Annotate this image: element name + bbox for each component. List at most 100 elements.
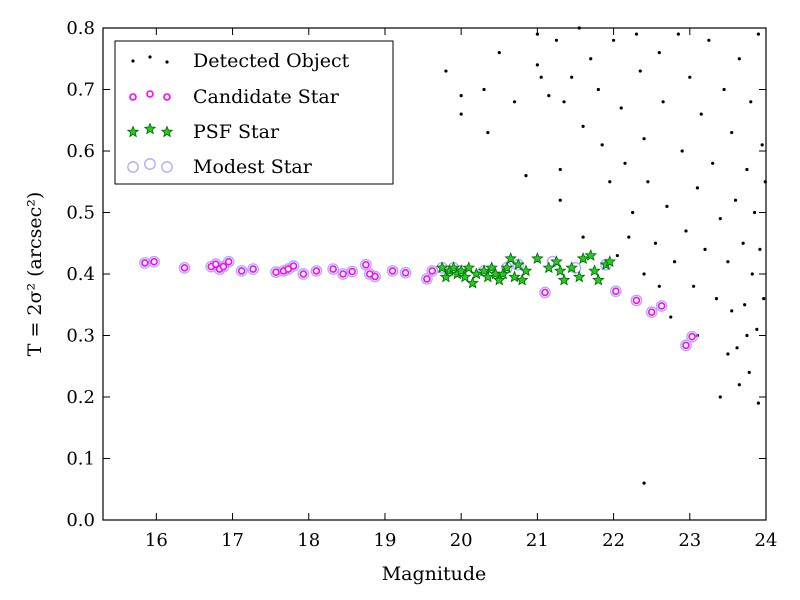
psf-star-point — [485, 261, 498, 274]
detected-object-point — [730, 130, 734, 135]
candidate-star-point — [224, 257, 233, 266]
psf-star-point — [592, 273, 605, 286]
detected-object-point — [684, 229, 688, 233]
legend-markers — [126, 55, 174, 173]
psf-star-point — [435, 261, 449, 274]
detected-object-point — [718, 395, 722, 399]
y-tick-label: 0.2 — [66, 387, 95, 408]
candidate-star-point — [284, 265, 292, 273]
candidate-star-point — [428, 267, 437, 275]
detected-object-point — [444, 69, 448, 73]
modest-star-point — [297, 268, 310, 280]
detected-object-point — [750, 272, 754, 276]
legend-marker — [129, 93, 137, 101]
psf-star-point — [481, 270, 495, 283]
candidate-star-point — [180, 264, 189, 272]
psf-star-point — [496, 267, 510, 280]
candidate-star-point — [329, 265, 337, 273]
psf-star-point — [466, 276, 479, 289]
detected-object-point — [707, 38, 711, 42]
x-tick-label: 20 — [450, 530, 473, 551]
detected-object-point — [497, 51, 501, 55]
psf-star-point — [477, 264, 491, 277]
psf-star-point — [454, 264, 468, 277]
legend-marker — [146, 90, 154, 98]
candidate-star-points — [141, 257, 696, 350]
detected-object-point — [623, 161, 627, 165]
candidate-star-point — [289, 262, 298, 270]
legend-marker — [144, 158, 156, 170]
detected-object-point — [726, 352, 730, 356]
legend-marker — [163, 93, 171, 101]
y-tick-label: 0.5 — [66, 203, 95, 224]
psf-star-point — [542, 261, 556, 274]
detected-object-point — [596, 87, 600, 92]
detected-object-point — [600, 143, 604, 147]
detected-object-point — [703, 247, 707, 251]
legend: Detected Object Candidate Star PSF Star … — [114, 40, 394, 185]
legend-label-detected: Detected Object — [193, 50, 350, 72]
candidate-star-point — [249, 265, 257, 273]
detected-object-point — [722, 87, 726, 92]
modest-star-point — [610, 285, 622, 298]
detected-object-point — [631, 210, 635, 215]
modest-star-point — [386, 265, 399, 277]
detected-object-point — [692, 284, 696, 288]
candidate-star-point — [657, 302, 666, 310]
x-tick-label: 19 — [374, 530, 397, 551]
detected-object-point — [638, 69, 642, 73]
psf-star-point — [500, 261, 514, 274]
detected-object-point — [726, 260, 730, 264]
candidate-star-point — [423, 275, 431, 283]
detected-object-point — [688, 75, 692, 79]
detected-object-point — [665, 204, 669, 208]
candidate-star-point — [682, 341, 690, 350]
detected-object-point — [459, 112, 463, 116]
detected-object-point — [611, 38, 616, 42]
detected-object-point — [642, 272, 646, 276]
psf-star-point — [512, 258, 525, 271]
detected-object-point — [699, 112, 703, 116]
detected-object-point — [619, 106, 623, 110]
psf-star-point — [557, 273, 571, 286]
detected-object-point — [743, 303, 747, 307]
detected-object-point — [627, 235, 631, 239]
detected-object-point — [589, 57, 593, 61]
candidate-star-point — [371, 272, 379, 281]
modest-star-point — [539, 286, 551, 299]
legend-marker — [165, 60, 169, 64]
x-axis-ticks: 16 17 18 19 20 21 22 23 24 — [145, 28, 777, 551]
detected-object-point — [756, 401, 760, 405]
detected-object-point — [669, 315, 673, 319]
x-tick-label: 22 — [602, 530, 625, 551]
candidate-star-point — [612, 287, 620, 296]
candidate-star-point — [632, 296, 641, 305]
x-tick-label: 23 — [678, 530, 701, 551]
modest-star-point — [346, 265, 359, 278]
candidate-star-point — [141, 259, 149, 267]
legend-label-psf: PSF Star — [193, 121, 280, 143]
psf-star-point — [504, 252, 517, 264]
candidate-star-point — [237, 267, 246, 275]
psf-star-point — [603, 255, 617, 268]
modest-star-point — [421, 273, 433, 285]
detected-object-point — [653, 241, 658, 245]
modest-star-point — [399, 266, 412, 279]
y-tick-label: 0.0 — [66, 510, 95, 531]
psf-star-point — [576, 252, 590, 264]
psf-star-point — [493, 273, 506, 286]
psf-star-point — [573, 270, 586, 283]
detected-object-point — [581, 124, 585, 128]
legend-label-candidate: Candidate Star — [193, 86, 340, 108]
legend-label-modest: Modest Star — [193, 156, 313, 178]
legend-marker — [148, 55, 152, 59]
candidate-star-point — [362, 260, 370, 269]
detected-object-point — [646, 180, 650, 184]
psf-star-point — [462, 261, 476, 274]
detected-object-point — [718, 217, 722, 221]
modest-star-point — [222, 255, 235, 268]
candidate-star-point — [401, 268, 410, 277]
modest-star-point — [680, 339, 692, 352]
detected-object-point — [733, 198, 738, 202]
